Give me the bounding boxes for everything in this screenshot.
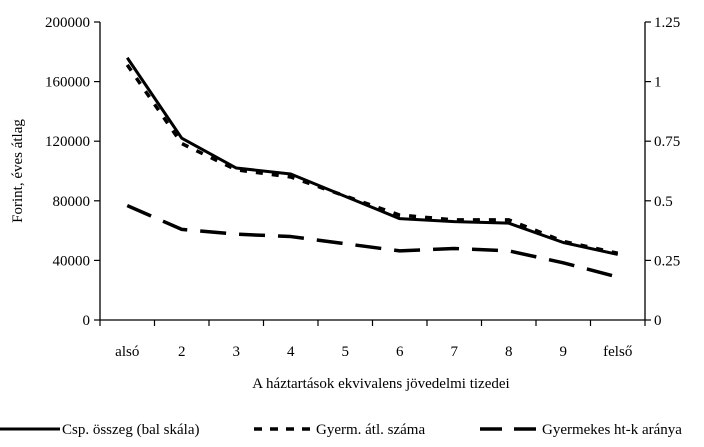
x-tick-label: 7	[451, 344, 459, 360]
right-tick-label: 0.75	[654, 134, 680, 150]
left-tick-label: 120000	[45, 134, 90, 150]
left-tick-label: 80000	[53, 194, 91, 210]
y-axis-title: Forint, éves átlag	[10, 119, 26, 223]
right-axis-ticks: 0 0.25 0.5 0.75 1 1.25	[645, 15, 680, 329]
left-tick-label: 0	[83, 313, 91, 329]
x-tick-label: 5	[342, 344, 350, 360]
legend: Csp. összeg (bal skála) Gyerm. átl. száma…	[0, 422, 682, 438]
legend-label-3: Gyermekes ht-k aránya	[542, 422, 682, 438]
right-tick-label: 0.5	[654, 194, 673, 210]
left-tick-label: 160000	[45, 75, 90, 91]
series-line-1	[126, 56, 619, 256]
x-axis-ticks: alsó 2 3 4 5 6 7 8 9 felső	[99, 320, 646, 360]
left-tick-label: 200000	[45, 15, 90, 31]
series-lines	[125, 56, 619, 279]
x-tick-label: 8	[505, 344, 513, 360]
right-tick-label: 0	[654, 313, 662, 329]
x-tick-label: alsó	[115, 344, 139, 360]
x-tick-label: 9	[560, 344, 568, 360]
x-tick-label: 3	[233, 344, 241, 360]
left-tick-label: 40000	[53, 253, 91, 269]
series-line-2	[125, 63, 619, 255]
x-tick-label: 2	[178, 344, 186, 360]
axes	[99, 22, 646, 321]
right-tick-label: 1.25	[654, 15, 680, 31]
right-tick-label: 0.25	[654, 253, 680, 269]
x-axis-title: A háztartások ekvivalens jövedelmi tized…	[252, 376, 509, 392]
x-tick-label: 6	[396, 344, 404, 360]
right-tick-label: 1	[654, 75, 662, 91]
x-tick-label: felső	[603, 344, 632, 360]
x-tick-label: 4	[287, 344, 295, 360]
legend-label-2: Gyerm. átl. száma	[316, 422, 425, 438]
series-line-3	[126, 203, 619, 279]
left-axis-ticks: 0 40000 80000 120000 160000 200000	[45, 15, 100, 329]
legend-label-1: Csp. összeg (bal skála)	[62, 422, 199, 438]
